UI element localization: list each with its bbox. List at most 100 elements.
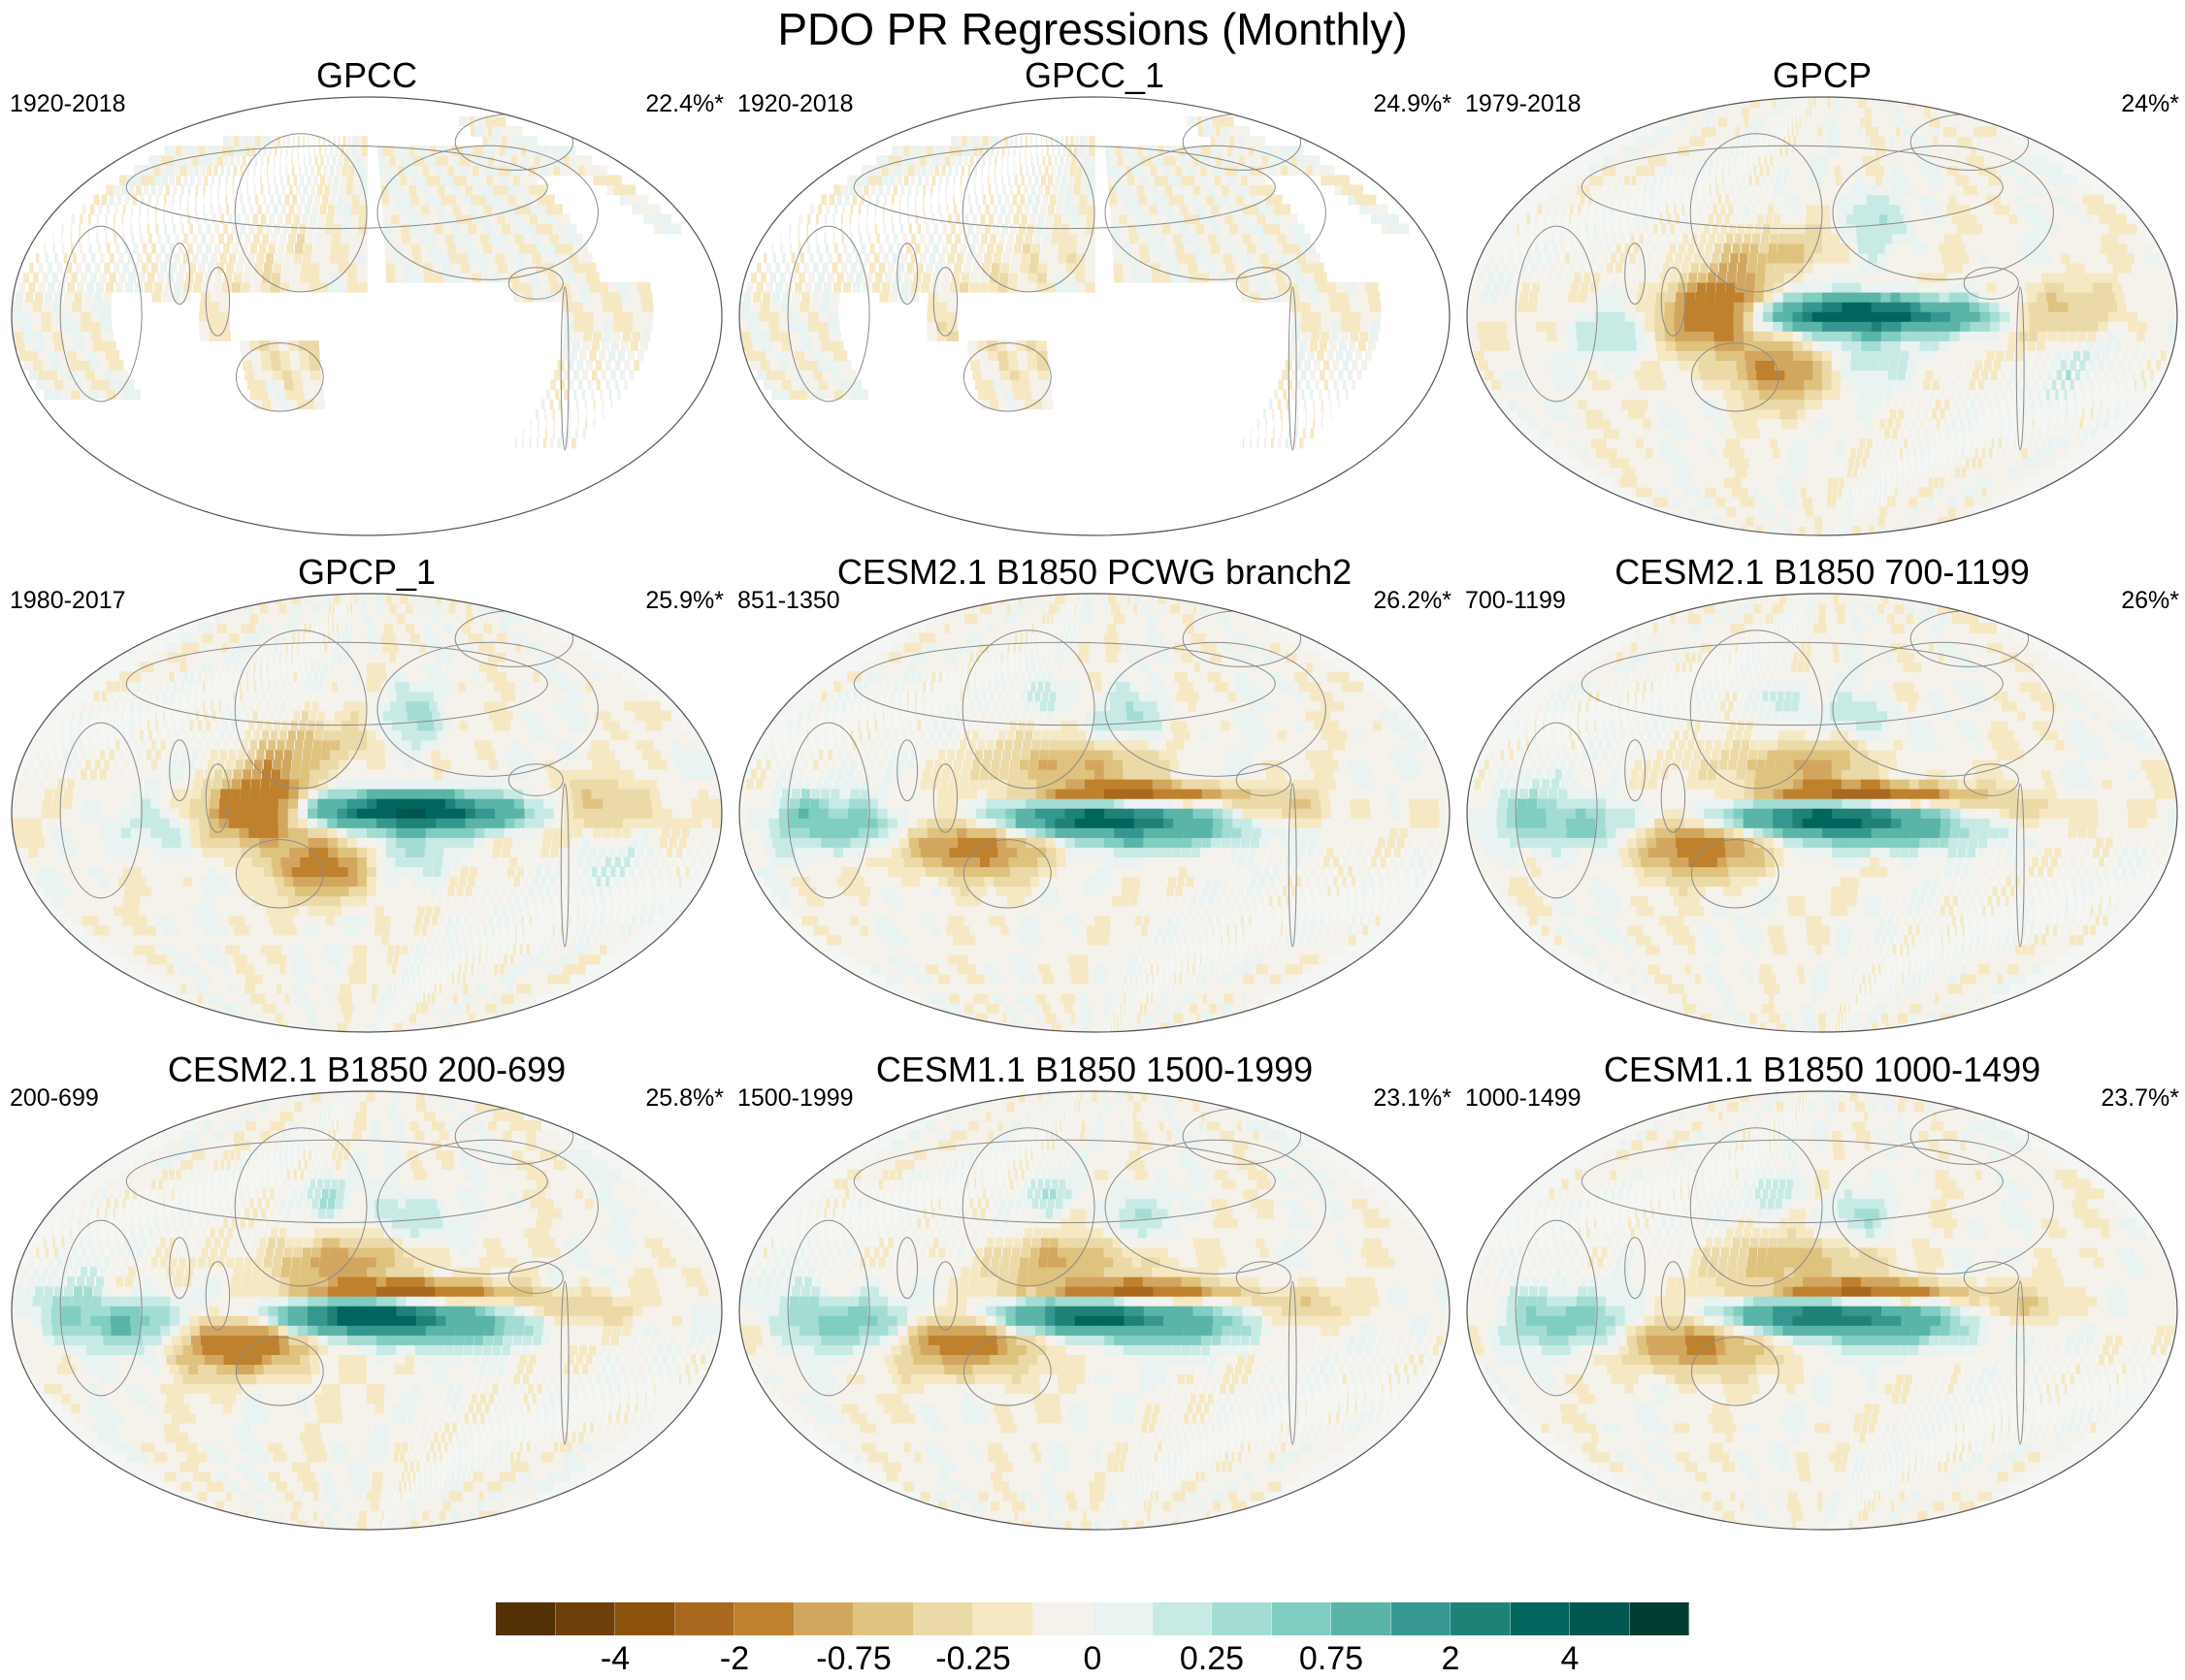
field-cell (1861, 428, 1868, 439)
field-cell (1768, 242, 1777, 254)
field-cell (2078, 311, 2090, 322)
field-cell (1513, 370, 1529, 380)
field-cell (1993, 418, 1995, 430)
field-cell (2015, 428, 2018, 439)
field-cell (984, 379, 997, 391)
field-cell (932, 155, 939, 167)
field-cell (2072, 242, 2090, 254)
field-cell (1745, 350, 1756, 361)
field-cell (418, 194, 431, 206)
field-cell (1947, 242, 1961, 254)
field-cell (1237, 223, 1253, 235)
field-cell (1624, 389, 1640, 401)
field-cell (1935, 399, 1941, 410)
field-cell (1527, 301, 1538, 312)
field-cell (589, 281, 603, 293)
field-cell (1609, 281, 1618, 293)
field-cell (36, 252, 40, 264)
field-cell (1613, 233, 1617, 244)
field-cell (1240, 291, 1253, 303)
field-cell (24, 340, 39, 351)
field-cell (1046, 136, 1048, 146)
field-cell (962, 136, 970, 146)
field-cell (843, 242, 848, 254)
field-cell (1787, 476, 1797, 488)
field-cell (1806, 526, 1812, 535)
field-cell (1733, 301, 1745, 312)
field-cell (1181, 175, 1194, 186)
field-cell (175, 233, 179, 244)
field-cell (1028, 262, 1038, 274)
field-cell (1752, 311, 1764, 322)
field-cell (1076, 252, 1087, 264)
field-cell (1059, 242, 1068, 254)
field-cell (2007, 408, 2010, 420)
field-cell (155, 194, 159, 206)
field-cell (572, 370, 579, 380)
field-cell (1706, 350, 1718, 361)
field-cell (549, 233, 566, 244)
field-cell (1321, 331, 1330, 341)
field-cell (852, 194, 858, 206)
field-cell (2079, 360, 2086, 371)
field-cell (2015, 281, 2029, 293)
field-cell (382, 204, 392, 215)
field-cell (990, 399, 1003, 410)
field-cell (221, 281, 231, 293)
field-cell (1076, 242, 1087, 254)
field-cell (2006, 379, 2011, 391)
field-cell (771, 340, 786, 351)
field-cell (791, 252, 796, 264)
field-cell (1911, 389, 1919, 401)
field-cell (2090, 428, 2097, 439)
field-cell (417, 223, 429, 235)
field-cell (1710, 370, 1722, 380)
field-cell (850, 262, 858, 274)
field-cell (1012, 194, 1018, 206)
field-cell (1698, 272, 1708, 283)
field-cell (978, 281, 989, 293)
field-cell (1880, 301, 1892, 312)
field-cell (1708, 272, 1717, 283)
field-cell (1667, 418, 1683, 430)
field-cell (203, 204, 206, 215)
field-cell (430, 184, 442, 196)
field-cell (1840, 399, 1848, 410)
field-cell (538, 272, 552, 283)
field-cell (1996, 233, 2011, 244)
field-cell (295, 242, 304, 254)
field-cell (1336, 281, 1350, 293)
field-cell (1736, 360, 1748, 371)
field-cell (1796, 233, 1806, 244)
field-cell (936, 331, 949, 341)
field-cell (1837, 515, 1840, 527)
field-cell (613, 321, 624, 332)
field-cell (920, 252, 927, 264)
field-cell (915, 184, 919, 196)
field-cell (1830, 505, 1835, 517)
field-cell (2064, 389, 2068, 401)
field-cell (2136, 331, 2145, 341)
field-cell (742, 291, 752, 303)
field-cell (1229, 223, 1244, 235)
field-cell (1126, 213, 1138, 225)
field-cell (262, 145, 267, 156)
field-cell (225, 184, 227, 196)
field-cell (304, 165, 309, 177)
field-cell (82, 252, 86, 264)
field-cell (1611, 223, 1614, 235)
field-cell (2084, 370, 2090, 380)
field-cell (2114, 340, 2123, 351)
field-cell (850, 233, 854, 244)
field-cell (529, 418, 532, 430)
field-cell (262, 194, 267, 206)
field-cell (1052, 184, 1059, 196)
field-cell (2062, 447, 2071, 459)
field-cell (268, 242, 277, 254)
field-cell (1665, 233, 1671, 244)
field-cell (869, 242, 875, 254)
field-cell (338, 184, 345, 196)
field-cell (970, 272, 980, 283)
field-cell (1716, 418, 1730, 430)
field-cell (966, 136, 975, 146)
